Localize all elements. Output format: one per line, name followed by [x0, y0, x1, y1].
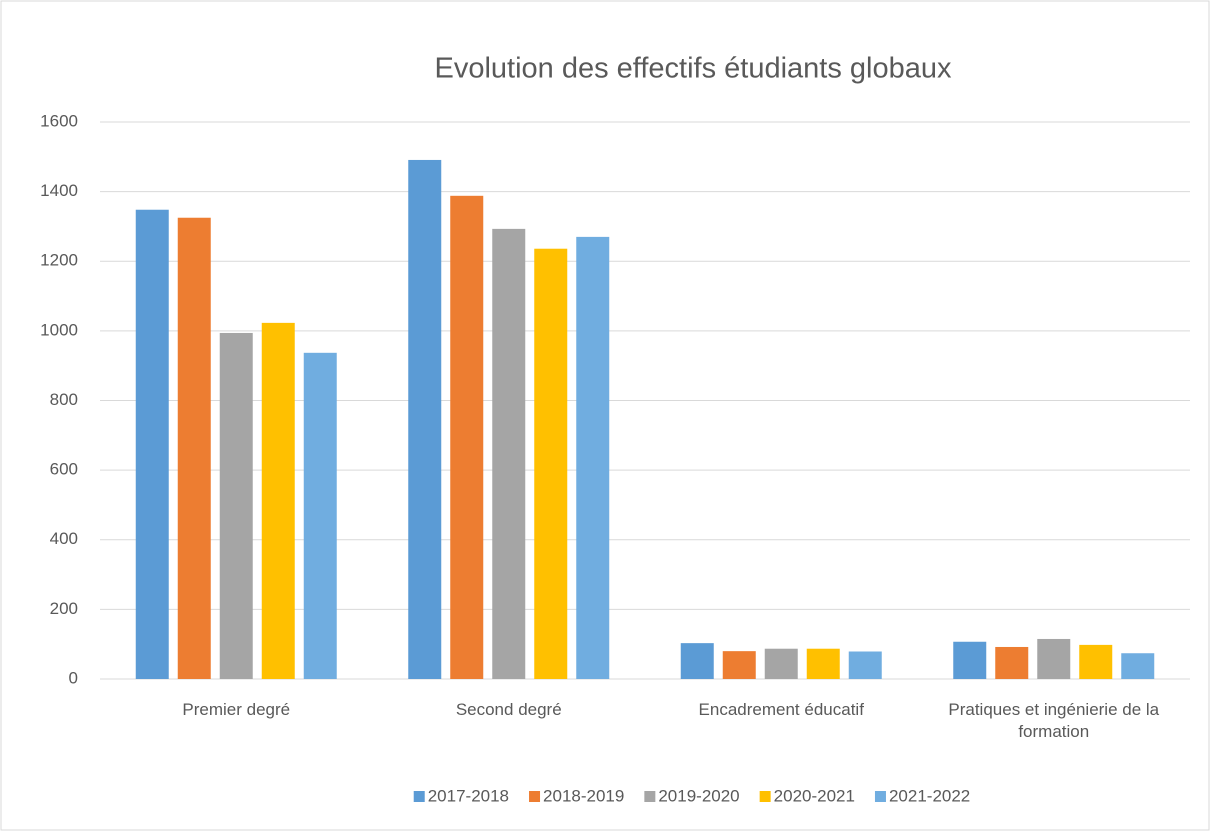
y-tick-label: 400 — [50, 529, 78, 548]
bar — [219, 332, 253, 679]
y-tick-label: 1600 — [40, 111, 78, 130]
bar — [303, 352, 337, 679]
x-tick-label: Encadrement éducatif — [698, 700, 864, 719]
bar — [177, 217, 211, 679]
bar — [848, 651, 882, 679]
bar — [722, 651, 756, 679]
bar — [576, 236, 610, 679]
y-tick-label: 0 — [69, 668, 78, 687]
legend-swatch — [413, 791, 425, 802]
legend-label: 2017-2018 — [428, 786, 509, 805]
chart-title: Evolution des effectifs étudiants globau… — [435, 53, 952, 85]
x-tick-label: Second degré — [455, 700, 562, 719]
bar — [806, 648, 840, 679]
y-tick-label: 1000 — [40, 320, 78, 339]
y-tick-label: 200 — [50, 599, 78, 618]
y-tick-label: 1200 — [40, 251, 78, 270]
y-tick-label: 600 — [50, 460, 78, 479]
legend-label: 2021-2022 — [889, 786, 970, 805]
bar — [492, 228, 526, 679]
y-tick-label: 1400 — [40, 181, 78, 200]
bar — [534, 248, 568, 679]
bar — [680, 643, 714, 679]
legend-swatch — [529, 791, 541, 802]
bar — [408, 159, 442, 679]
x-tick-label: Premier degré — [182, 700, 291, 719]
bar — [764, 648, 798, 679]
bar — [1079, 644, 1113, 679]
bar — [135, 209, 169, 680]
bar — [1037, 638, 1071, 679]
bar — [953, 641, 987, 679]
legend-label: 2019-2020 — [658, 786, 739, 805]
bar — [450, 195, 484, 680]
y-tick-label: 800 — [50, 390, 78, 409]
bar — [261, 322, 295, 679]
bar — [1121, 653, 1155, 679]
legend-label: 2020-2021 — [774, 786, 855, 805]
legend-swatch — [644, 791, 656, 802]
legend-swatch — [759, 791, 771, 802]
bar — [995, 646, 1029, 679]
legend-label: 2018-2019 — [543, 786, 624, 805]
x-tick-label: Pratiques et ingénierie de la formation — [948, 700, 1160, 741]
legend-swatch — [874, 791, 886, 802]
